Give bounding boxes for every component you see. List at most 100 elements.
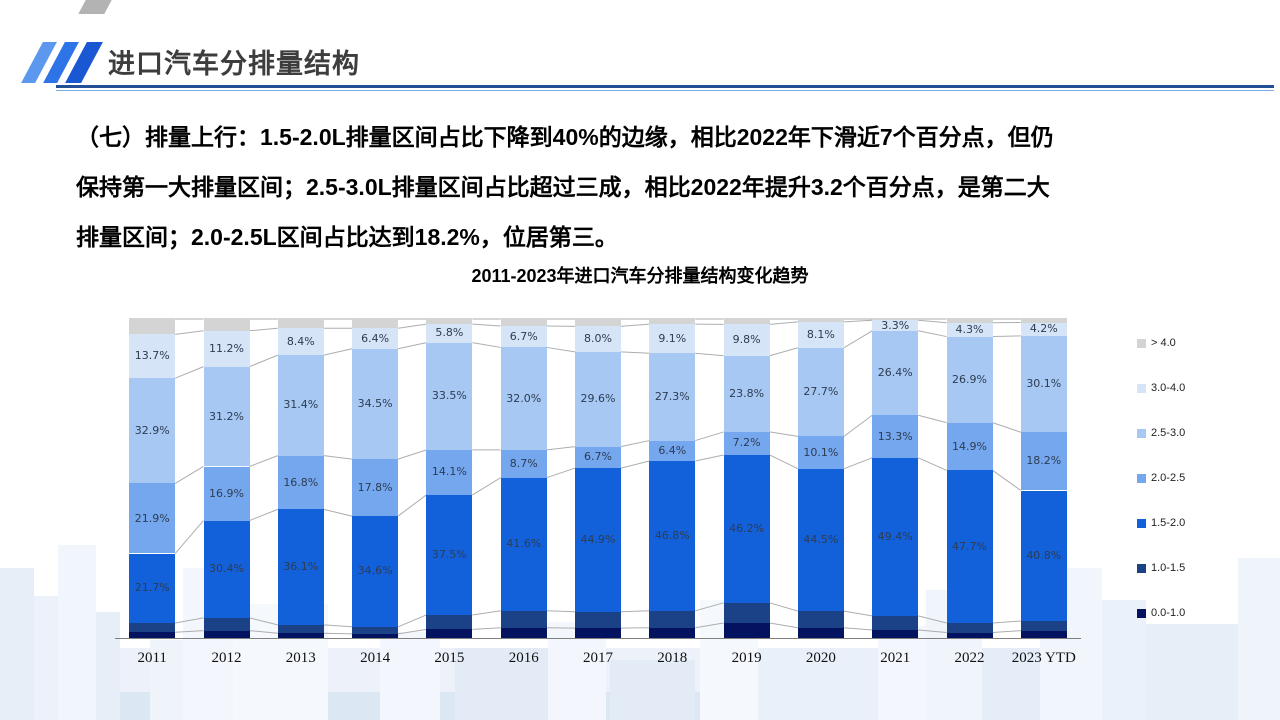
data-label: 46.8% [654,528,690,542]
bar-segment [129,623,176,633]
bar-segment [723,602,770,623]
x-axis-label: 2012 [211,650,242,666]
bar-segment [500,610,547,628]
x-axis-label: 2018 [657,650,688,666]
legend-label: 1.5-2.0 [1151,517,1186,529]
x-axis-label: 2019 [731,650,762,666]
data-label: 4.3% [955,322,984,336]
bar-segment [203,366,250,467]
data-label: 16.8% [283,475,319,489]
bar-segment [872,415,919,458]
bar-segment [649,610,696,628]
bar-segment [946,422,993,471]
bar-segment [575,611,621,629]
bar-segment [277,318,324,329]
legend-label: 2.0-2.5 [1151,472,1186,484]
bar-segment [203,630,250,638]
data-label: 44.5% [803,532,839,546]
bar-segment [277,355,324,456]
bar-segment [352,626,399,634]
bar-segment [575,628,621,638]
logo-slash-grey-icon [78,0,112,14]
data-label: 33.5% [431,389,467,403]
background-building [380,632,440,720]
x-axis-label: 2020 [805,650,836,666]
bar-segment [797,468,844,612]
bar-segment [129,378,176,484]
data-label: 13.7% [134,349,170,363]
bar-segment [129,553,176,623]
legend-item: 1.5-2.0 [1137,517,1185,529]
bar-segment [500,477,547,611]
bar-segment [352,348,399,460]
data-label: 26.4% [877,366,913,379]
bar-segment [575,468,621,612]
chart-title: 2011-2023年进口汽车分排量结构变化趋势 [471,266,809,286]
legend-item: 3.0-4.0 [1137,382,1185,394]
data-label: 44.9% [580,532,616,546]
legend-swatch [1137,473,1146,483]
summary-line: （七）排量上行：1.5-2.0L排量区间占比下降到40%的边缘，相比2022年下… [76,124,1054,150]
header-rule-light [56,90,1274,91]
bar-segment [426,449,473,495]
data-label: 14.9% [952,439,987,453]
x-axis-label: 2023 YTD [1011,650,1076,666]
bar-segment [797,611,844,628]
background-building [34,596,60,720]
bar-segment [649,461,696,611]
bar-segment [352,318,399,329]
bar-segment [1020,432,1067,491]
bar-segment [426,495,473,615]
data-label: 37.5% [431,548,467,561]
legend-label: > 4.0 [1151,337,1176,349]
data-label: 41.6% [506,537,542,551]
data-label: 6.4% [361,331,390,345]
bar-segment [575,351,621,447]
data-label: 40.8% [1026,548,1062,562]
bar-segment [872,457,919,616]
background-building [96,612,120,720]
x-axis-label: 2016 [508,650,539,666]
data-label: 7.2% [732,436,761,450]
data-label: 13.3% [877,429,913,443]
background-building [0,568,34,720]
bar-segment [649,324,696,354]
data-label: 27.7% [803,385,839,399]
data-label: 23.8% [729,386,765,400]
data-label: 34.5% [357,396,393,410]
bar-segment [575,318,621,327]
legend-label: 1.0-1.5 [1151,562,1186,574]
data-label: 9.8% [732,333,761,347]
data-label: 18.2% [1026,454,1062,468]
legend-item: 2.0-2.5 [1137,472,1185,484]
data-label: 3.3% [881,318,910,332]
bar-segment [500,627,547,638]
bar-segment [797,347,844,437]
data-label: 30.4% [209,562,244,576]
data-label: 21.7% [134,581,170,595]
legend-swatch [1137,563,1146,573]
data-label: 49.4% [877,529,913,543]
bar-segment [946,632,993,638]
bar-segment [277,633,324,638]
data-label: 4.2% [1029,322,1058,336]
bar-segment [872,615,919,630]
bar-segment [946,623,993,633]
x-axis-label: 2013 [285,650,316,666]
data-label: 6.4% [658,443,687,457]
bar-segment [723,455,770,603]
bar-segment [872,318,919,321]
data-label: 16.9% [209,486,244,500]
legend-swatch [1137,608,1146,618]
bar-segment [946,336,993,423]
legend-item: > 4.0 [1137,337,1176,349]
summary-paragraph: （七）排量上行：1.5-2.0L排量区间占比下降到40%的边缘，相比2022年下… [76,112,1226,262]
x-axis-label: 2014 [360,650,391,666]
chart-legend: > 4.0 3.0-4.0 2.5-3.0 2.0-2.5 1.5-2.0 1.0-1.5… [1137,337,1277,637]
background-building [455,648,550,720]
data-label: 10.1% [803,445,839,459]
data-label: 47.7% [952,539,987,553]
bar-segment [1020,630,1067,638]
bar-segment [203,466,250,521]
bar-segment [649,440,696,462]
